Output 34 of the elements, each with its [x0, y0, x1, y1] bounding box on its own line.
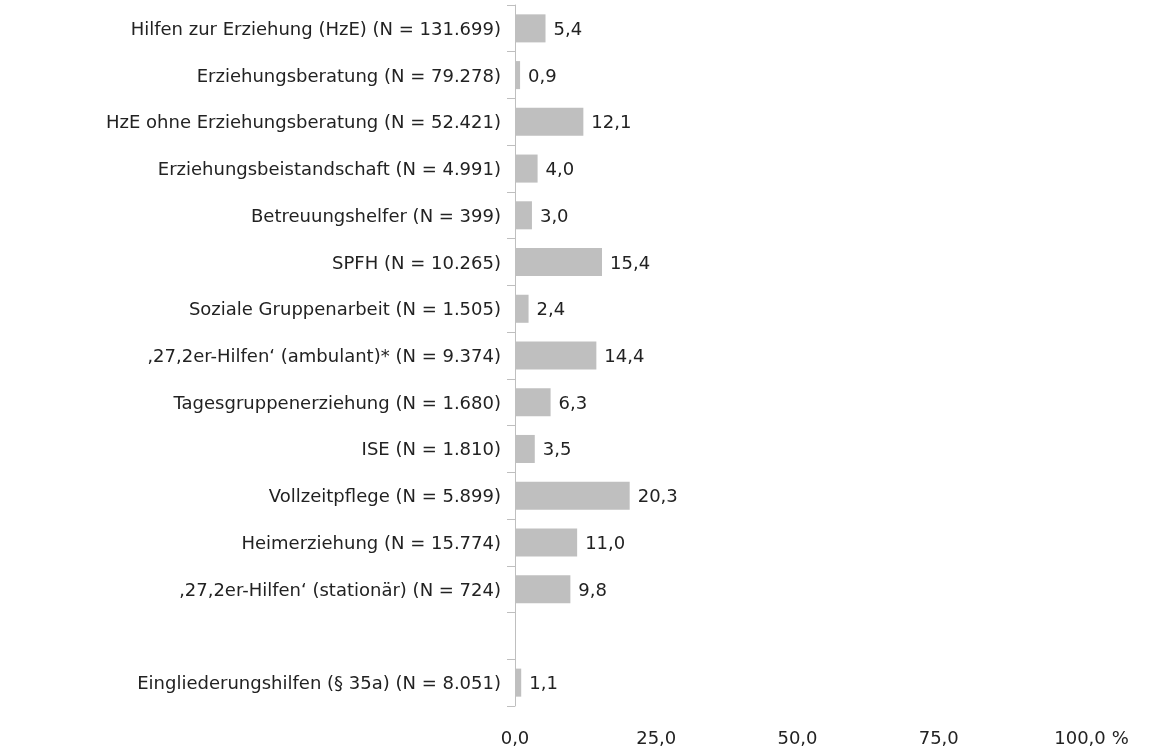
data-label: 11,0 [585, 531, 626, 553]
x-tick-label: 100,0 [1054, 726, 1106, 748]
data-label: 14,4 [604, 345, 645, 366]
y-tick-label: Erziehungsbeistandschaft (N = 4.991) [157, 158, 501, 180]
data-label: 12,1 [591, 111, 632, 133]
y-tick-label: Vollzeitpflege (N = 5.899) [268, 485, 501, 507]
data-label: 15,4 [610, 251, 651, 273]
y-tick-label: Eingliederungshilfen (§ 35a) (N = 8.051) [137, 672, 501, 694]
y-tick-label: ISE (N = 1.810) [361, 438, 501, 460]
data-label: 20,3 [637, 485, 678, 507]
x-tick-label: 0,0 [500, 726, 530, 748]
y-tick-label: HzE ohne Erziehungsberatung (N = 52.421) [106, 111, 501, 133]
data-label: 5,4 [553, 17, 583, 39]
data-label: 9,8 [578, 578, 608, 600]
y-tick-label: Heimerziehung (N = 15.774) [241, 531, 501, 553]
y-tick-label: ‚27,2er-Hilfen‘ (stationär) (N = 724) [179, 578, 501, 600]
data-label: 1,1 [529, 672, 558, 694]
data-label: 3,0 [539, 204, 569, 226]
x-tick-label: 75,0 [918, 726, 959, 748]
y-tick-label: Tagesgruppenerziehung (N = 1.680) [172, 391, 501, 413]
y-tick-label: Betreuungshelfer (N = 399) [251, 204, 501, 226]
y-tick-label: Erziehungsberatung (N = 79.278) [196, 64, 501, 86]
y-tick-label: SPFH (N = 10.265) [332, 251, 501, 273]
x-tick-label: 50,0 [777, 726, 818, 748]
data-label: 0,9 [528, 64, 557, 86]
x-tick-label: 25,0 [636, 726, 677, 748]
data-label: 2,4 [536, 298, 566, 320]
y-tick-label: Soziale Gruppenarbeit (N = 1.505) [188, 298, 501, 320]
y-tick-label: Hilfen zur Erziehung (HzE) (N = 131.699) [130, 17, 501, 39]
data-label: 6,3 [558, 391, 588, 413]
y-tick-label: ‚27,2er-Hilfen‘ (ambulant)* (N = 9.374) [147, 345, 501, 366]
x-axis-title: % [1111, 726, 1129, 748]
data-label: 4,0 [545, 158, 575, 180]
data-label: 3,5 [542, 438, 572, 460]
